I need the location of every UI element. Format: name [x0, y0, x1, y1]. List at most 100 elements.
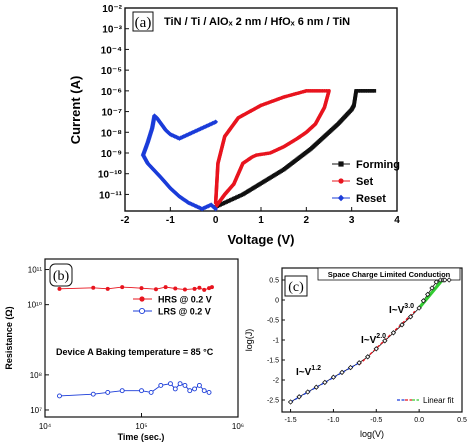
- panel-c-data-point: [287, 399, 294, 405]
- panel-b-data-point: [201, 388, 207, 394]
- panel-c-data-point: [407, 314, 414, 320]
- panel-a-y-tick-label: 10⁻⁷: [101, 108, 122, 119]
- panel-c-data-point: [429, 285, 435, 291]
- panel-b-ylabel: Resistance (Ω): [4, 306, 14, 369]
- panel-a-data-point: [365, 89, 370, 93]
- panel-c-y-tick-label: -1.5: [267, 358, 279, 365]
- panel-c-x-tick-label: -1.5: [285, 417, 297, 424]
- panel-b-data-point: [209, 285, 214, 290]
- panel-a-label-box: [132, 11, 154, 32]
- panel-b-y-tick-label: 10¹⁰: [27, 301, 42, 310]
- panel-a-x-tick-label: 3: [349, 215, 355, 226]
- panel-a-xlabel: Voltage (V): [228, 232, 295, 247]
- panel-b-legend: HRS @ 0.2 V LRS @ 0.2 V: [133, 295, 212, 317]
- panel-c-fit-line: [417, 278, 444, 310]
- slope-base: I~V: [296, 367, 312, 378]
- panel-b-series-line: [59, 286, 213, 291]
- panel-c-y-tick-label: -1: [273, 338, 279, 345]
- panel-b-xlabel: Time (sec.): [118, 432, 165, 442]
- panel-a-ylabel: Current (A): [68, 76, 83, 145]
- panel-b-data-point: [153, 287, 158, 292]
- panel-b-data-point: [192, 286, 197, 291]
- panel-b-data-point: [158, 382, 164, 388]
- panel-c: (c) Space Charge Limited Conduction log(…: [244, 267, 467, 439]
- panel-a-x-tick-label: 0: [213, 215, 219, 226]
- panel-c-xlabel: log(V): [360, 429, 384, 439]
- panel-b-data-point: [57, 286, 62, 291]
- panel-c-data-point: [339, 369, 345, 376]
- panel-a-data-point: [354, 89, 358, 93]
- panel-c-slope-annotation: I~V3.0: [389, 303, 414, 316]
- panel-c-data-point: [322, 379, 328, 386]
- panel-c-data-point: [420, 298, 427, 304]
- panel-b-legend-label: HRS @ 0.2 V: [158, 295, 212, 305]
- panel-c-x-ticks: -1.5 -1.0 -0.5 0.0 0.5: [285, 409, 467, 424]
- panel-a-y-tick-label: 10⁻⁹: [101, 149, 122, 160]
- panel-a-label: (a): [135, 15, 152, 31]
- panel-c-fit-line: [290, 362, 360, 403]
- panel-b-x-tick-label: 10⁴: [39, 422, 52, 431]
- panel-c-y-tick-label: 0.5: [269, 278, 279, 285]
- panel-b-y-tick-label: 10⁷: [30, 406, 42, 415]
- panel-b-data-point: [139, 388, 144, 394]
- panel-a-y-tick-label: 10⁻¹⁰: [98, 170, 122, 181]
- panel-a-y-tick-label: 10⁻⁵: [101, 66, 122, 77]
- panel-c-y-tick-label: -0.5: [267, 318, 279, 325]
- panel-c-data-point: [433, 279, 439, 285]
- panel-a-data-point: [358, 89, 363, 93]
- slope-exponent: 3.0: [404, 303, 414, 310]
- panel-a-y-tick-label: 10⁻⁴: [101, 45, 122, 56]
- panel-c-x-tick-label: -0.5: [370, 417, 382, 424]
- panel-b-data-point: [120, 285, 125, 290]
- panel-b-series-line: [59, 383, 210, 397]
- panel-c-y-tick-label: 0: [275, 298, 279, 305]
- panel-c-data-point: [382, 338, 388, 344]
- slope-exponent: 2.0: [376, 333, 386, 340]
- panel-a-x-tick-label: -2: [121, 215, 130, 226]
- panel-b-data-point: [182, 382, 188, 388]
- panel-c-data-point: [356, 360, 362, 366]
- panel-c-slope-annotation: I~V2.0: [361, 333, 386, 346]
- panel-b-data-point: [197, 285, 202, 290]
- panel-c-x-tick-label: 0.0: [414, 417, 424, 424]
- panel-c-slope-annotation: I~V1.2: [296, 365, 321, 378]
- panel-b-x-ticks: 10⁴ 10⁵ 10⁶: [39, 413, 244, 431]
- panel-b-data-point: [187, 388, 193, 394]
- panel-c-data-point: [313, 384, 319, 390]
- panel-b-data-point: [57, 393, 62, 399]
- panel-c-legend: Linear fit: [397, 396, 454, 405]
- panel-a-title: TiN / Ti / AlOₓ 2 nm / HfOₓ 6 nm / TiN: [164, 16, 350, 28]
- panel-b-data-point: [177, 381, 183, 387]
- panel-c-label-box: [284, 275, 308, 297]
- panel-a-legend-marker: [338, 161, 344, 167]
- panel-b-data-point: [105, 389, 111, 395]
- panel-c-x-tick-label: 0.5: [457, 417, 467, 424]
- panel-a-data-point: [370, 89, 374, 93]
- panel-a-x-tick-label: -1: [166, 215, 175, 226]
- panel-b-annotation: Device A Baking temperature = 85 °C: [56, 347, 214, 357]
- panel-c-data-point: [373, 346, 379, 352]
- panel-b-label-box: [49, 263, 73, 287]
- panel-a-legend-marker: [338, 178, 344, 184]
- panel-b-y-tick-label: 10⁸: [30, 371, 42, 380]
- panel-b-data-point: [163, 285, 168, 290]
- panel-a-legend-label: Forming: [356, 159, 400, 171]
- panel-b-series: [57, 285, 214, 399]
- panel-a-x-tick-label: 1: [258, 215, 264, 226]
- panel-a-x-tick-label: 2: [304, 215, 310, 226]
- panel-c-data-point: [296, 394, 302, 400]
- panel-b-y-ticks: 10⁷ 10⁸ 10¹⁰ 10¹¹: [27, 266, 49, 415]
- panel-a-y-tick-label: 10⁻⁶: [101, 87, 122, 98]
- panel-a-x-tick-label: 4: [394, 215, 400, 226]
- panel-b-data-point: [182, 287, 187, 292]
- panel-a-legend: Forming Set Reset: [332, 159, 400, 205]
- panel-a-data-point: [363, 89, 368, 93]
- panel-c-annotations: I~V1.2I~V2.0I~V3.0: [296, 303, 414, 378]
- panel-c-data-point: [365, 354, 371, 360]
- panel-c-series: [287, 277, 452, 405]
- panel-c-label: (c): [288, 280, 304, 295]
- panel-a-data-point: [213, 206, 219, 212]
- panel-c-x-tick-label: -1.0: [327, 417, 339, 424]
- panel-a-x-ticks: -2 -1 0 1 2 3 4: [121, 207, 400, 226]
